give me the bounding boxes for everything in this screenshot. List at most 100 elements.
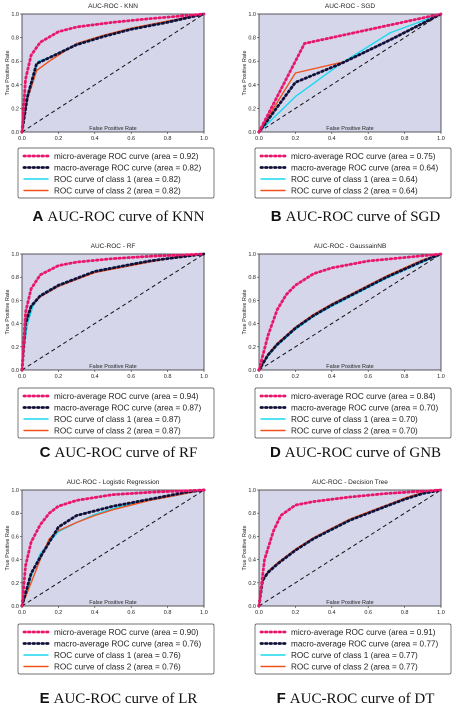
caption-letter: D (269, 444, 281, 461)
x-tick-label: 0.2 (292, 610, 300, 616)
x-axis-label: False Positive Rate (326, 126, 373, 132)
y-tick-label: 0.4 (11, 558, 19, 564)
y-tick-label: 0.0 (11, 368, 19, 374)
y-tick-label: 0.8 (11, 275, 19, 281)
legend-entry-label: macro-average ROC curve (area = 0.87) (54, 404, 201, 413)
y-tick-label: 0.6 (11, 534, 19, 540)
y-axis-label: True Positive Rate (242, 50, 248, 95)
legend-entry-label: ROC curve of class 2 (area = 0.77) (291, 663, 418, 672)
y-tick-label: 1.0 (248, 488, 256, 494)
roc-panel-knn: AUC-ROC - KNN 0.0 0.2 0.4 0.6 0.8 1.0 0.0 0.2 0.4… (0, 0, 237, 235)
y-axis-label: True Positive Rate (5, 525, 11, 570)
chart-title: AUC-ROC - Decision Tree (312, 479, 388, 486)
chart-title: AUC-ROC - Logistic Regression (67, 479, 160, 486)
roc-series-macro (20, 252, 206, 372)
x-tick-label: 1.0 (200, 136, 208, 142)
legend-box (254, 387, 452, 439)
legend-entry-label: micro-average ROC curve (area = 0.91) (291, 628, 436, 637)
y-tick-label: 0.2 (11, 581, 19, 587)
roc-panel-gnb: AUC-ROC - GaussainNB 0.0 0.2 0.4 0.6 0.8 1.0 0.… (237, 236, 474, 471)
y-tick-label: 0.4 (248, 322, 256, 328)
chart-title: AUC-ROC - RF (91, 243, 136, 250)
legend-entry-label: ROC curve of class 2 (area = 0.82) (54, 187, 181, 196)
x-tick-label: 0.4 (91, 610, 99, 616)
roc-chart-dt: AUC-ROC - Decision Tree 0.0 0.2 0.4 0.6 0.8 1.… (242, 479, 452, 675)
caption-letter: E (39, 690, 50, 707)
y-tick-label: 0.2 (248, 106, 256, 112)
y-tick-label: 0.6 (11, 298, 19, 304)
x-tick-label: 0.8 (164, 374, 172, 380)
legend-box (17, 387, 215, 439)
y-tick-label: 0.6 (248, 59, 256, 65)
caption-text: AUC-ROC curve of KNN (47, 209, 205, 225)
x-axis-label: False Positive Rate (326, 364, 373, 370)
y-tick-label: 1.0 (11, 252, 19, 258)
roc-series-micro (20, 12, 206, 134)
figure-caption: A AUC-ROC curve of KNN (0, 208, 237, 226)
legend-box (254, 623, 452, 675)
x-tick-label: 0.4 (328, 374, 336, 380)
legend-entry-label: ROC curve of class 2 (area = 0.64) (291, 187, 418, 196)
x-axis-label: False Positive Rate (89, 364, 136, 370)
caption-letter: B (270, 208, 282, 225)
legend-entry-label: macro-average ROC curve (area = 0.82) (54, 164, 201, 173)
roc-series-micro (20, 488, 206, 608)
figure-caption: B AUC-ROC curve of SGD (237, 208, 474, 226)
x-tick-label: 0.6 (127, 610, 135, 616)
x-tick-label: 0.6 (127, 374, 135, 380)
caption-text: AUC-ROC curve of DT (289, 691, 435, 707)
figure-caption: D AUC-ROC curve of GNB (237, 444, 474, 462)
x-tick-label: 0.6 (364, 610, 372, 616)
x-tick-label: 0.0 (255, 610, 263, 616)
roc-series-micro (257, 252, 443, 372)
y-tick-label: 1.0 (11, 12, 19, 18)
y-tick-label: 0.6 (11, 59, 19, 65)
y-tick-label: 0.6 (248, 534, 256, 540)
y-axis-label: True Positive Rate (5, 289, 11, 334)
x-tick-label: 0.2 (55, 136, 63, 142)
roc-chart-gnb: AUC-ROC - GaussainNB 0.0 0.2 0.4 0.6 0.8 1.0 0.… (242, 243, 452, 439)
x-tick-label: 0.8 (164, 610, 172, 616)
chart-title: AUC-ROC - GaussainNB (314, 243, 387, 250)
y-tick-label: 0.8 (248, 511, 256, 517)
y-tick-label: 0.8 (248, 36, 256, 42)
caption-letter: C (39, 444, 51, 461)
chart-title: AUC-ROC - SGD (325, 3, 376, 10)
caption-letter: A (32, 208, 44, 225)
chance-diagonal-line (21, 489, 205, 607)
y-tick-label: 0.8 (248, 275, 256, 281)
chance-diagonal-line (21, 13, 205, 133)
roc-series-micro (257, 12, 443, 134)
legend-entry-label: macro-average ROC curve (area = 0.76) (54, 640, 201, 649)
x-tick-label: 0.0 (255, 136, 263, 142)
legend-entry-label: ROC curve of class 2 (area = 0.70) (291, 427, 418, 436)
legend-box (254, 147, 452, 199)
x-tick-label: 0.6 (127, 136, 135, 142)
legend-entry-label: micro-average ROC curve (area = 0.84) (291, 392, 436, 401)
x-tick-label: 0.2 (292, 374, 300, 380)
legend-entry-label: macro-average ROC curve (area = 0.70) (291, 404, 438, 413)
y-tick-label: 0.0 (248, 604, 256, 610)
roc-panel-lr: AUC-ROC - Logistic Regression 0.0 0.2 0.4 0.… (0, 472, 237, 707)
y-tick-label: 0.2 (248, 581, 256, 587)
legend-entry-label: micro-average ROC curve (area = 0.94) (54, 392, 199, 401)
x-tick-label: 0.2 (55, 374, 63, 380)
y-tick-label: 0.4 (11, 322, 19, 328)
roc-chart-rf: AUC-ROC - RF 0.0 0.2 0.4 0.6 0.8 1.0 0.0 0.2 0.4 0… (5, 243, 215, 439)
x-tick-label: 0.4 (91, 374, 99, 380)
x-tick-label: 0.6 (364, 136, 372, 142)
legend-entry-label: ROC curve of class 1 (area = 0.70) (291, 415, 418, 424)
legend-entry-label: micro-average ROC curve (area = 0.90) (54, 628, 199, 637)
y-tick-label: 0.2 (11, 345, 19, 351)
roc-panel-dt: AUC-ROC - Decision Tree 0.0 0.2 0.4 0.6 0.8 1.… (237, 472, 474, 707)
y-tick-label: 0.4 (248, 83, 256, 89)
legend-entry-label: macro-average ROC curve (area = 0.64) (291, 164, 438, 173)
x-tick-label: 0.8 (401, 374, 409, 380)
legend-entry-label: ROC curve of class 1 (area = 0.77) (291, 651, 418, 660)
x-tick-label: 0.8 (401, 136, 409, 142)
chance-diagonal-line (258, 13, 442, 133)
y-tick-label: 0.8 (11, 511, 19, 517)
x-tick-label: 0.2 (55, 610, 63, 616)
legend-entry-label: ROC curve of class 1 (area = 0.64) (291, 175, 418, 184)
caption-text: AUC-ROC curve of RF (54, 445, 198, 461)
